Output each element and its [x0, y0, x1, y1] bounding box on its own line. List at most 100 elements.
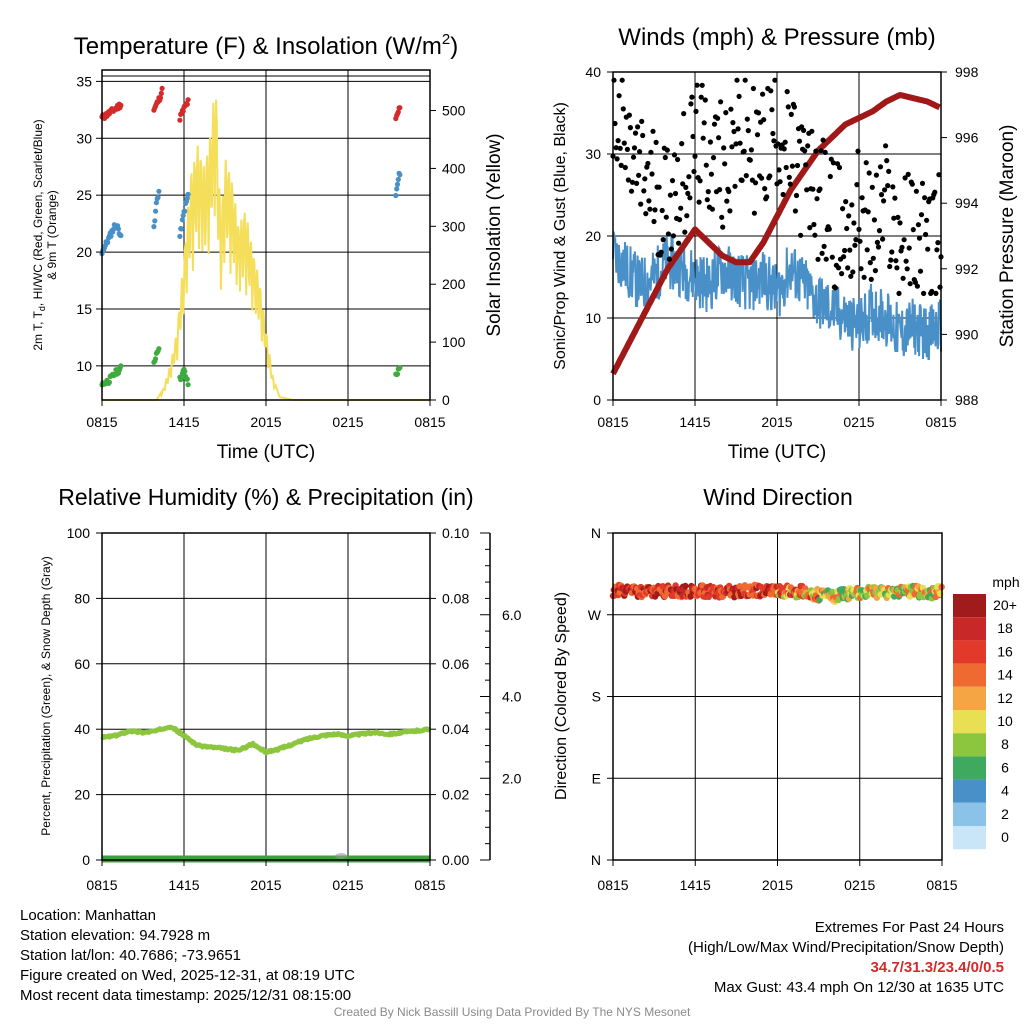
wind-direction-points	[609, 581, 945, 606]
gust-point	[731, 128, 737, 135]
gust-point	[798, 232, 804, 238]
gust-point	[856, 226, 862, 232]
temperature-point	[394, 181, 401, 187]
snow-depth-mark	[335, 853, 348, 859]
temperature-point	[118, 102, 124, 108]
temperature-point	[179, 217, 185, 223]
gust-point	[634, 180, 640, 186]
gust-point	[855, 148, 861, 154]
snow-depth-tick-label: 4.0	[502, 689, 522, 705]
insolation-axis-label: Solar Insolation (Yellow)	[484, 133, 505, 336]
gust-point	[613, 145, 619, 151]
y-tick-label: 25	[76, 187, 92, 203]
winds-series	[610, 77, 944, 376]
winds-panel-title: Winds (mph) & Pressure (mb)	[618, 24, 935, 51]
gust-point	[759, 175, 765, 181]
legend-swatch	[953, 756, 986, 780]
gust-point	[776, 167, 782, 173]
gust-point	[820, 137, 826, 143]
gust-point	[791, 104, 798, 110]
gust-point	[704, 197, 710, 203]
wind-direction-axis-label: Direction (Colored By Speed)	[553, 592, 570, 800]
gust-point	[829, 254, 835, 260]
gust-point	[639, 118, 645, 124]
gust-point	[726, 188, 732, 195]
temperature-point	[106, 379, 112, 385]
gust-point	[877, 164, 884, 170]
gust-point	[827, 173, 833, 180]
gust-point	[675, 156, 681, 163]
gust-point	[760, 91, 766, 97]
gust-point	[651, 218, 657, 225]
y2-tick-label: 0	[442, 392, 450, 408]
extremes-title: Extremes For Past 24 Hours	[814, 919, 1004, 936]
y2-tick-label: 0.08	[442, 590, 469, 606]
winds-x-axis-label: Time (UTC)	[728, 442, 827, 463]
gust-point	[842, 247, 848, 254]
temperature-panel-title: Temperature (F) & Insolation (W/m2)	[74, 31, 458, 60]
gust-point	[872, 268, 879, 274]
gust-point	[721, 145, 727, 151]
temperature-point	[159, 85, 165, 91]
legend-label: 8	[1001, 736, 1009, 752]
gust-point	[630, 154, 637, 160]
direction-point	[682, 582, 689, 590]
gust-point	[685, 190, 691, 196]
gust-point	[750, 85, 757, 92]
figure-created: Figure created on Wed, 2025-12-31, at 08…	[20, 967, 355, 984]
temperature-point	[105, 239, 111, 245]
x-tick-label: 1415	[168, 877, 199, 893]
wind-direction-panel: Wind Direction N E S W N 0815 1415 2015 0215 0815…	[553, 484, 1020, 893]
gust-point	[919, 180, 926, 186]
gust-point	[812, 232, 818, 238]
gust-point	[621, 140, 627, 146]
gust-point	[708, 171, 715, 177]
direction-point	[705, 593, 712, 600]
x-tick-label: 0815	[925, 414, 956, 430]
gust-point	[895, 214, 901, 220]
credit-line: Created By Nick Bassill Using Data Provi…	[333, 1005, 691, 1019]
direction-tick-label: E	[592, 770, 601, 786]
winds-panel: Winds (mph) & Pressure (mb) 0 10 20 30 40 988…	[552, 24, 1018, 463]
gust-point	[653, 139, 659, 145]
y-tick-label: 30	[585, 146, 601, 162]
x-tick-label: 0815	[926, 877, 957, 893]
wind-direction-grid	[613, 532, 942, 861]
gust-point	[647, 206, 653, 212]
gust-point	[846, 213, 852, 219]
gust-point	[884, 158, 890, 164]
temperature-grid	[102, 70, 430, 400]
y2-tick-label: 998	[955, 64, 979, 80]
humidity-panel-title: Relative Humidity (%) & Precipitation (i…	[58, 484, 473, 510]
legend-label: 16	[997, 643, 1013, 659]
temperature-point	[185, 191, 191, 197]
gust-point	[896, 290, 902, 296]
gust-point	[858, 266, 864, 272]
temperature-series	[99, 85, 403, 388]
gust-point	[866, 170, 872, 176]
gust-point	[627, 125, 634, 131]
gust-point	[701, 120, 707, 126]
humidity-panel: Relative Humidity (%) & Precipitation (i…	[39, 484, 522, 893]
temperature-point	[153, 356, 159, 362]
gust-point	[705, 189, 711, 195]
x-tick-label: 1415	[679, 414, 710, 430]
gust-point	[692, 153, 698, 159]
gust-point	[686, 174, 692, 180]
y-tick-label: 20	[585, 228, 601, 244]
temperature-point	[394, 371, 401, 377]
legend-label: 18	[997, 620, 1013, 636]
gust-point	[761, 117, 767, 123]
x-tick-label: 0215	[843, 414, 874, 430]
y-tick-label: 30	[76, 130, 92, 146]
x-tick-label: 0815	[597, 877, 628, 893]
gust-point	[631, 145, 638, 151]
legend-label: 4	[1001, 783, 1009, 799]
x-tick-label: 2015	[250, 877, 281, 893]
gust-point	[720, 224, 726, 230]
y2-tick-label: 994	[955, 195, 979, 211]
gust-point	[680, 181, 686, 187]
gust-point	[729, 144, 735, 150]
gust-point	[762, 186, 768, 192]
extremes-info: Extremes For Past 24 Hours (High/Low/Max…	[688, 918, 1004, 998]
